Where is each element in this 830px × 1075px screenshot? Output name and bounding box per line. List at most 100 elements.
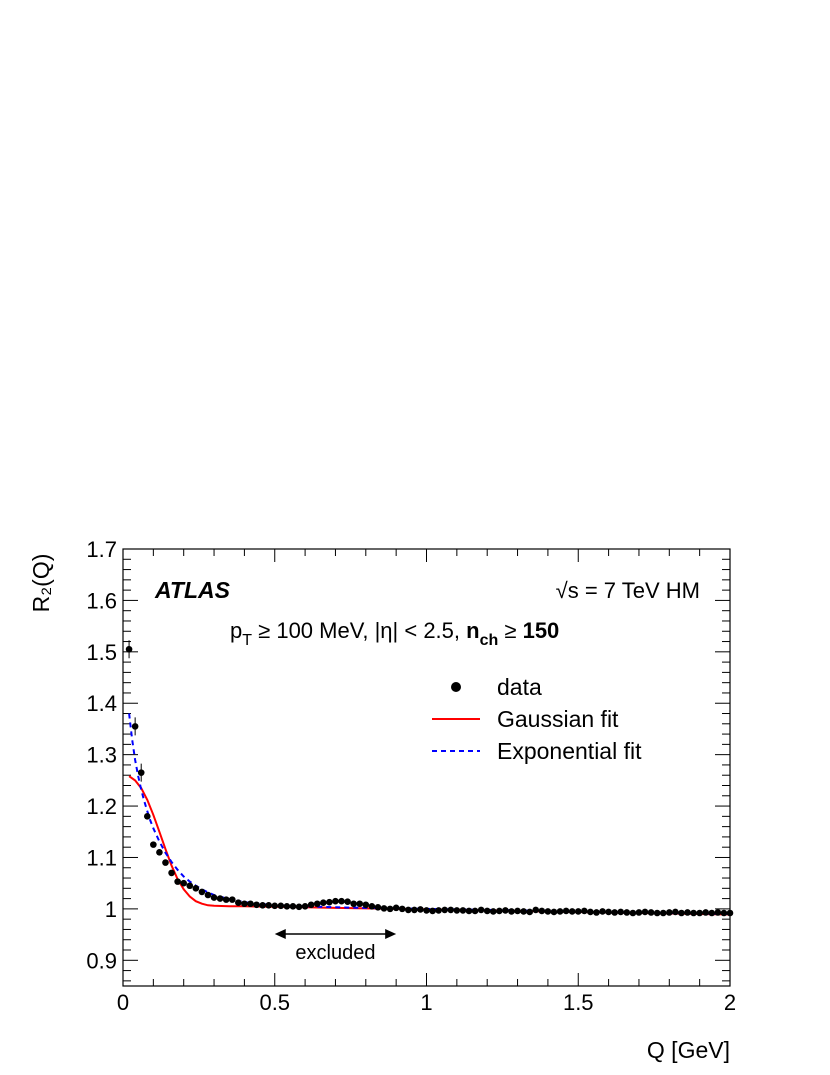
- data-point: [593, 909, 600, 916]
- data-point: [641, 908, 649, 916]
- data-point: [611, 909, 618, 916]
- data-point: [435, 907, 442, 914]
- data-marks: [125, 640, 734, 917]
- cuts-nch-sub: ch: [480, 632, 499, 649]
- data-point: [168, 869, 175, 877]
- data-point: [514, 907, 521, 915]
- data-point: [411, 906, 418, 914]
- data-point: [186, 882, 194, 890]
- data-point: [459, 907, 467, 914]
- data-point: [320, 899, 327, 907]
- legend: data Gaussian fit Exponential fit: [432, 674, 642, 764]
- data-point: [253, 901, 260, 909]
- data-point: [678, 909, 685, 917]
- data-point: [344, 898, 351, 905]
- experiment-label: ATLAS: [154, 577, 231, 603]
- data-point: [623, 909, 631, 916]
- data-point: [259, 901, 266, 909]
- y-tick-label: 1.7: [86, 537, 117, 562]
- data-point: [653, 909, 661, 917]
- data-point: [423, 907, 430, 914]
- data-point: [247, 900, 254, 908]
- x-tick-label: 2: [724, 990, 736, 1015]
- excluded-arrow-left-head: [274, 929, 286, 939]
- data-point: [241, 900, 248, 908]
- legend-data-marker: [451, 682, 461, 692]
- data-point: [489, 908, 497, 915]
- y-tick-label: 1.2: [86, 794, 117, 819]
- data-point: [574, 908, 582, 915]
- data-point: [283, 903, 291, 910]
- data-point: [392, 904, 400, 912]
- data-point: [210, 894, 218, 901]
- data-point: [477, 906, 485, 914]
- axis-ticks: [122, 548, 731, 986]
- data-point: [374, 904, 382, 911]
- data-point: [666, 909, 673, 916]
- data-point: [635, 909, 643, 916]
- data-point: [228, 896, 236, 903]
- y-tick-label: 1.3: [86, 743, 117, 768]
- data-point: [289, 903, 297, 910]
- x-tick-label: 0: [117, 990, 129, 1015]
- data-point: [192, 885, 200, 892]
- data-point: [156, 849, 163, 856]
- y-tick-label: 1: [105, 897, 117, 922]
- data-point: [581, 907, 588, 915]
- data-point: [605, 908, 612, 916]
- y-tick-label: 1.5: [86, 640, 117, 665]
- data-point: [568, 908, 576, 915]
- data-point: [708, 909, 716, 917]
- data-point: [702, 909, 710, 916]
- data-point: [356, 900, 364, 908]
- data-point: [131, 723, 139, 730]
- cuts-mid: ≥ 100 MeV, |η| < 2.5,: [252, 618, 466, 643]
- data-point: [441, 906, 449, 914]
- data-point: [271, 902, 279, 910]
- data-point: [453, 907, 461, 914]
- data-point: [714, 909, 722, 916]
- gaussian-fit-line: [128, 775, 731, 916]
- data-point: [295, 903, 303, 911]
- data-point: [629, 909, 637, 917]
- data-point: [562, 907, 570, 915]
- data-point: [222, 896, 230, 903]
- cuts-value: 150: [523, 618, 560, 643]
- data-point: [380, 905, 388, 912]
- data-point: [429, 907, 436, 915]
- data-point: [404, 906, 412, 914]
- data-point: [538, 907, 546, 915]
- cuts-pt: p: [230, 618, 242, 643]
- data-point: [672, 908, 679, 916]
- data-point: [301, 903, 309, 910]
- energy-label: √s = 7 TeV HM: [556, 578, 700, 603]
- data-point: [313, 900, 321, 908]
- data-point: [550, 908, 558, 916]
- excluded-label: excluded: [295, 942, 375, 964]
- data-point: [587, 908, 594, 916]
- cuts-ge: ≥: [498, 618, 522, 643]
- data-point: [162, 859, 169, 866]
- data-point: [599, 908, 606, 915]
- data-point: [520, 908, 527, 915]
- data-point: [332, 897, 339, 905]
- excluded-arrow-right-head: [385, 929, 397, 939]
- data-point: [696, 909, 703, 917]
- y-tick-label: 1.4: [86, 691, 117, 716]
- data-point: [326, 898, 333, 906]
- data-point: [150, 841, 157, 848]
- data-point: [180, 879, 187, 887]
- data-point: [350, 900, 357, 908]
- data-point: [417, 906, 424, 913]
- data-point: [265, 901, 272, 909]
- x-tick-label: 1: [420, 990, 432, 1015]
- data-point: [544, 908, 552, 915]
- legend-exponential-label: Exponential fit: [497, 738, 642, 764]
- data-point: [465, 907, 473, 915]
- data-point: [277, 902, 285, 910]
- y-tick-label: 1.1: [86, 845, 117, 870]
- legend-data-label: data: [497, 674, 542, 700]
- excluded-region-annotation: excluded: [274, 929, 397, 964]
- data-point: [368, 903, 376, 910]
